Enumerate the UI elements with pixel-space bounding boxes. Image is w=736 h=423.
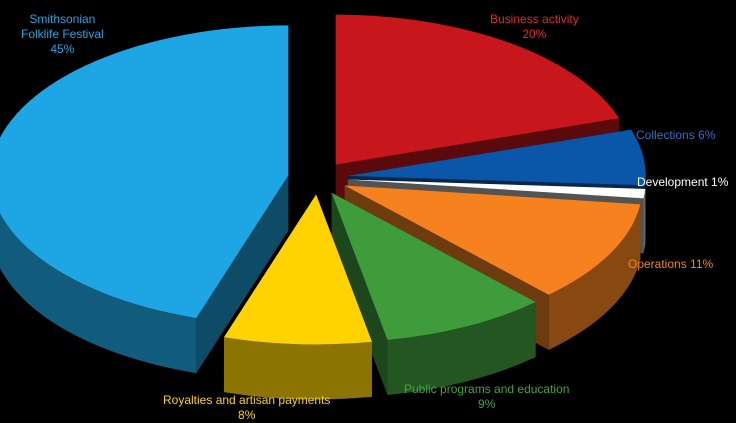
slice-side-royalties-and-artisan-payments	[224, 337, 372, 400]
slice-collections	[347, 129, 646, 186]
label-operations: Operations 11%	[628, 257, 713, 272]
label-business-activity-line2: 20%	[522, 27, 547, 41]
label-royalties-line1: Royalties and artisan payments	[163, 393, 331, 407]
label-smithsonian-folklife-line3: 45%	[50, 42, 75, 56]
slice-royalties-and-artisan-payments	[224, 194, 372, 345]
label-business-activity-line1: Business activity	[490, 12, 579, 26]
slice-side-smithsonian-folklife-festival	[0, 213, 197, 374]
slice-smithsonian-folklife-festival	[0, 25, 289, 319]
label-collections: Collections 6%	[636, 128, 715, 143]
label-development-line1: Development 1%	[637, 175, 729, 189]
label-public-programs-line2: 9%	[478, 397, 496, 411]
slice-development	[347, 179, 646, 199]
label-smithsonian-folklife-line1: Smithsonian	[29, 12, 96, 26]
label-operations-line1: Operations 11%	[628, 257, 714, 271]
slice-public-programs-and-education	[331, 192, 536, 341]
slice-side-public-programs-and-education	[331, 192, 388, 396]
label-royalties: Royalties and artisan payments 8%	[163, 393, 330, 423]
label-public-programs-line1: Public programs and education	[404, 382, 570, 396]
slice-business-activity	[335, 14, 620, 165]
slice-side-operations	[548, 204, 641, 350]
label-smithsonian-folklife-line2: Folklife Festival	[21, 27, 104, 41]
label-public-programs: Public programs and education 9%	[404, 382, 569, 412]
label-royalties-line2: 8%	[238, 408, 256, 422]
slice-side-smithsonian-folklife-festival	[196, 175, 289, 374]
slice-side-collections	[645, 175, 646, 241]
label-business-activity: Business activity 20%	[490, 12, 579, 42]
slice-operations	[344, 185, 641, 295]
label-collections-line1: Collections 6%	[636, 128, 716, 142]
label-smithsonian-folklife: Smithsonian Folklife Festival 45%	[21, 12, 104, 57]
slice-side-development	[643, 188, 646, 254]
label-development: Development 1%	[637, 175, 728, 190]
slice-side-public-programs-and-education	[387, 302, 536, 396]
